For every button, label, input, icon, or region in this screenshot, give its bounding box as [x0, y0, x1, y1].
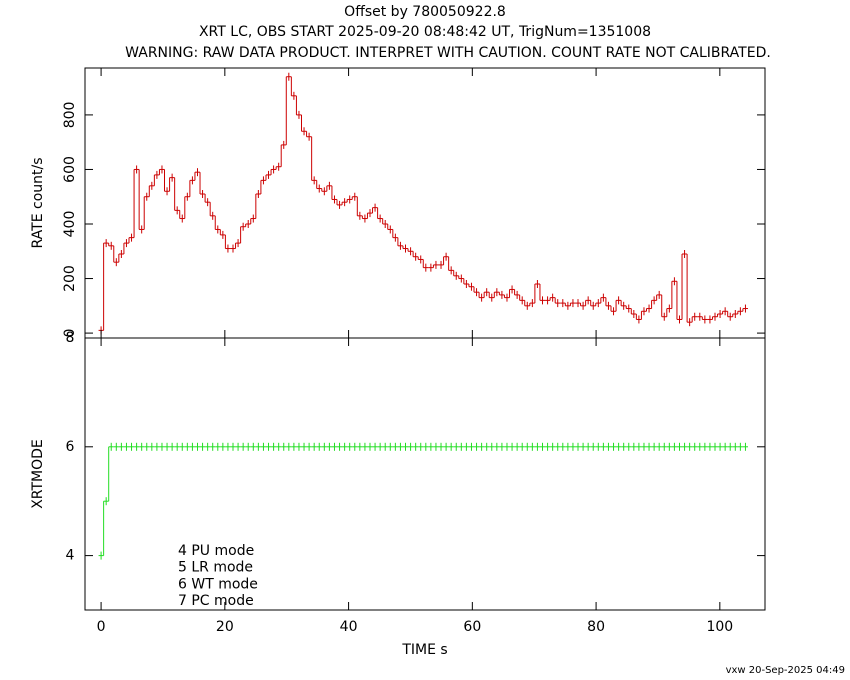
y-axis-label: XRTMODE: [30, 439, 46, 509]
x-tick-label: 0: [97, 619, 106, 635]
y-tick-label: 200: [62, 265, 78, 292]
y-tick-label: 400: [62, 211, 78, 238]
y-tick-label: 4: [66, 548, 75, 564]
x-axis-label: TIME s: [401, 642, 447, 658]
y-axis-label: RATE count/s: [30, 157, 46, 248]
mode-legend: 5 LR mode: [178, 560, 253, 576]
y-tick-label: 6: [66, 439, 75, 455]
y-tick-label: 8: [66, 330, 75, 346]
footer: vxw 20-Sep-2025 04:49: [726, 665, 845, 676]
plot-frame: [84, 67, 766, 339]
y-tick-label: 600: [62, 156, 78, 183]
x-tick-label: 40: [340, 619, 358, 635]
chart-title: Offset by 780050922.8: [344, 4, 506, 20]
plot-frame: [84, 337, 766, 611]
x-tick-label: 60: [463, 619, 481, 635]
y-tick-label: 0: [62, 329, 78, 338]
x-tick-label: 20: [216, 619, 234, 635]
x-tick-label: 80: [587, 619, 605, 635]
chart-subtitle: XRT LC, OBS START 2025-09-20 08:48:42 UT…: [199, 24, 651, 40]
mode-legend: 4 PU mode: [178, 543, 254, 559]
mode-legend: 7 PC mode: [178, 593, 254, 609]
y-tick-label: 800: [62, 102, 78, 129]
mode-legend: 6 WT mode: [178, 576, 258, 592]
warning-note: WARNING: RAW DATA PRODUCT. INTERPRET WIT…: [125, 45, 771, 61]
x-tick-label: 100: [706, 619, 733, 635]
